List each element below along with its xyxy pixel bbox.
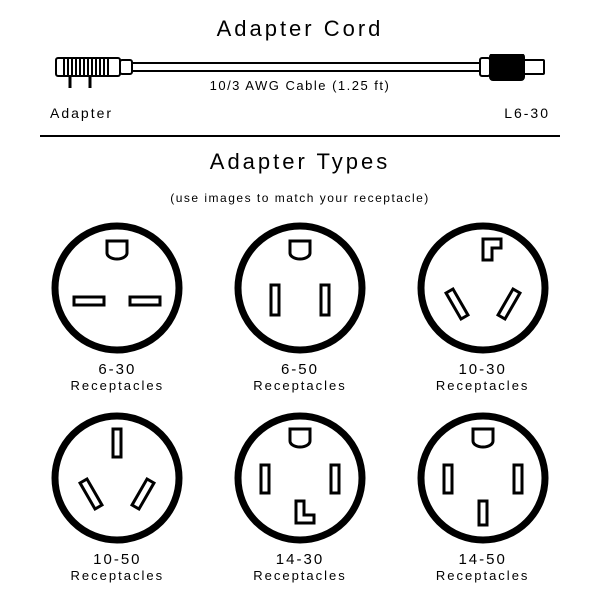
- type-10-30-label: 10-30: [458, 361, 506, 378]
- type-10-50: 10-50 Receptacles: [35, 405, 200, 583]
- type-10-30: 10-30 Receptacles: [400, 215, 565, 393]
- type-10-30-sub: Receptacles: [436, 378, 530, 393]
- type-6-50: 6-50 Receptacles: [218, 215, 383, 393]
- type-14-30: 14-30 Receptacles: [218, 405, 383, 583]
- type-14-30-sub: Receptacles: [253, 568, 347, 583]
- plug-14-30-icon: [227, 405, 373, 551]
- type-10-50-label: 10-50: [93, 551, 141, 568]
- plug-14-50-icon: [410, 405, 556, 551]
- type-14-50-sub: Receptacles: [436, 568, 530, 583]
- cord-left-label: Adapter: [50, 105, 113, 121]
- cord-right-label: L6-30: [504, 105, 550, 121]
- type-6-30: 6-30 Receptacles: [35, 215, 200, 393]
- adapter-types-grid: 6-30 Receptacles 6-50 Receptacles 10-30 …: [35, 215, 565, 583]
- type-14-50-label: 14-50: [458, 551, 506, 568]
- adapter-types-title: Adapter Types: [210, 149, 390, 175]
- plug-6-30-icon: [44, 215, 190, 361]
- plug-10-50-icon: [44, 405, 190, 551]
- adapter-types-subtitle: (use images to match your receptacle): [170, 191, 430, 205]
- adapter-cord-title: Adapter Cord: [217, 16, 384, 42]
- section-divider: [40, 135, 560, 137]
- cable-spec-label: 10/3 AWG Cable (1.25 ft): [210, 78, 391, 93]
- type-6-50-label: 6-50: [281, 361, 319, 378]
- plug-10-30-icon: [410, 215, 556, 361]
- type-14-30-label: 14-30: [276, 551, 324, 568]
- type-10-50-sub: Receptacles: [71, 568, 165, 583]
- plug-6-50-icon: [227, 215, 373, 361]
- adapter-cord-diagram: 10/3 AWG Cable (1.25 ft) Adapter L6-30: [28, 54, 572, 121]
- type-6-30-sub: Receptacles: [71, 378, 165, 393]
- type-6-50-sub: Receptacles: [253, 378, 347, 393]
- type-6-30-label: 6-30: [98, 361, 136, 378]
- type-14-50: 14-50 Receptacles: [400, 405, 565, 583]
